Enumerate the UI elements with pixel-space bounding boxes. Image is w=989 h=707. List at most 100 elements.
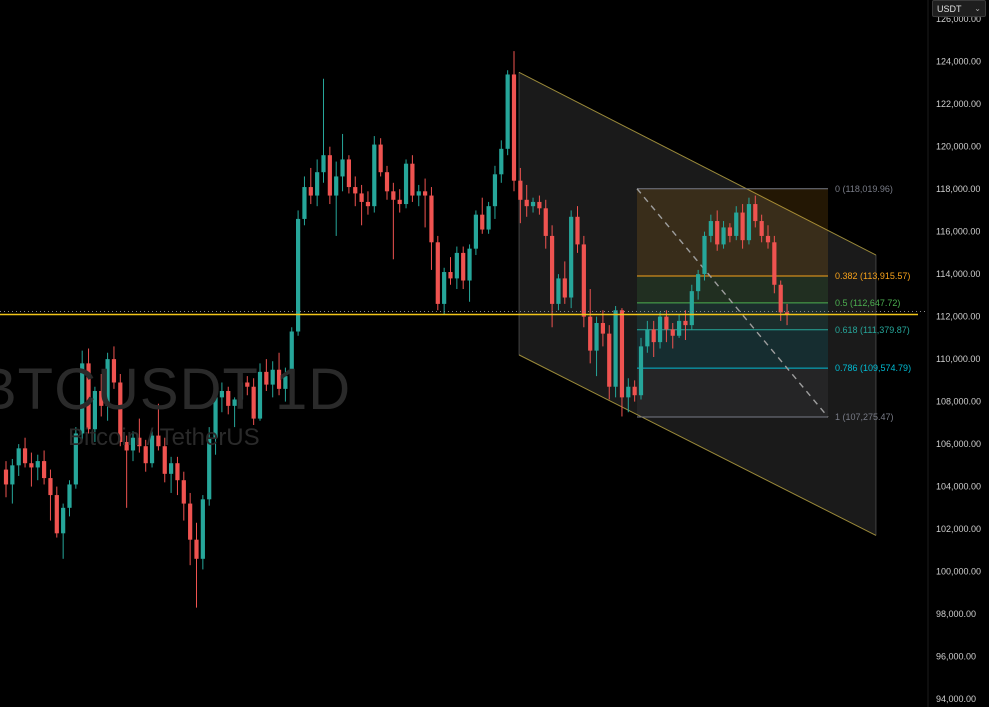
candle bbox=[111, 346, 117, 389]
candle-body bbox=[67, 484, 72, 508]
candle-body bbox=[264, 371, 269, 385]
candle bbox=[727, 223, 732, 243]
candle bbox=[677, 314, 682, 338]
candle-body bbox=[626, 386, 631, 398]
candle bbox=[181, 471, 186, 521]
candle bbox=[80, 350, 85, 440]
candle bbox=[645, 320, 650, 353]
candle-body bbox=[550, 235, 555, 304]
candle bbox=[289, 327, 294, 383]
candle-body bbox=[645, 329, 650, 347]
candle bbox=[29, 452, 34, 487]
candle bbox=[226, 386, 231, 415]
candle-body bbox=[670, 329, 675, 336]
candle bbox=[473, 210, 478, 256]
candle-body bbox=[334, 176, 339, 196]
candle-body bbox=[715, 221, 720, 245]
candle bbox=[632, 380, 637, 402]
candle bbox=[511, 51, 517, 192]
candle bbox=[264, 359, 269, 391]
price-tick-label: 118,000.00 bbox=[936, 184, 980, 194]
currency-select-value: USDT bbox=[937, 3, 962, 14]
parallel-channel-drawing[interactable] bbox=[518, 71, 877, 536]
candle-body bbox=[575, 216, 580, 245]
candle-body bbox=[302, 187, 307, 219]
candle-body bbox=[92, 390, 97, 430]
candle bbox=[35, 454, 40, 481]
candle bbox=[575, 206, 580, 253]
candle bbox=[594, 316, 599, 377]
candle bbox=[397, 189, 402, 213]
candle-body bbox=[416, 191, 421, 196]
candle-body bbox=[143, 446, 148, 464]
candle bbox=[283, 367, 288, 402]
candle-body bbox=[251, 386, 256, 419]
candles-series bbox=[3, 51, 790, 608]
currency-select[interactable]: USDT ⌄ bbox=[932, 0, 986, 17]
candle-body bbox=[588, 316, 593, 351]
candle-body bbox=[232, 399, 237, 406]
candle-body bbox=[124, 441, 129, 451]
candle bbox=[213, 388, 218, 455]
candle-body bbox=[86, 363, 91, 430]
candle-body bbox=[156, 435, 161, 447]
candle-body bbox=[359, 193, 364, 202]
candle-body bbox=[537, 201, 542, 209]
candle-body bbox=[194, 539, 199, 559]
candle-body bbox=[162, 446, 167, 474]
candle-body bbox=[696, 274, 701, 292]
candle bbox=[340, 133, 345, 192]
candle bbox=[137, 418, 142, 453]
candle bbox=[702, 231, 707, 281]
candle bbox=[48, 469, 53, 521]
fibonacci-retracement-drawing[interactable]: 0 (118,019.96) 0.382 (113,915.57) 0.5 (112… bbox=[636, 184, 911, 422]
candle-body bbox=[118, 382, 123, 442]
candle bbox=[651, 320, 656, 357]
candle bbox=[143, 439, 148, 472]
candle bbox=[207, 427, 212, 506]
candle-body bbox=[384, 172, 390, 192]
candle-body bbox=[346, 159, 351, 188]
candle bbox=[42, 450, 47, 485]
candle-body bbox=[429, 195, 434, 243]
candle bbox=[550, 225, 555, 328]
candle-body bbox=[569, 216, 574, 298]
candle-body bbox=[200, 499, 205, 559]
fib-level-label: 0.382 (113,915.57) bbox=[835, 271, 910, 281]
candle bbox=[689, 284, 694, 330]
candle bbox=[365, 191, 371, 215]
candle bbox=[16, 444, 21, 476]
chevron-down-icon: ⌄ bbox=[974, 4, 981, 13]
candle-body bbox=[353, 187, 358, 194]
candle-body bbox=[80, 363, 85, 434]
candle bbox=[562, 261, 567, 304]
candle bbox=[149, 431, 155, 468]
candle bbox=[556, 274, 561, 311]
candle-body bbox=[181, 480, 186, 504]
candle-body bbox=[746, 204, 752, 241]
fib-zone bbox=[637, 329, 828, 369]
candle-body bbox=[759, 221, 764, 236]
candle-body bbox=[111, 359, 117, 383]
candle bbox=[384, 165, 390, 200]
candle bbox=[130, 431, 136, 462]
candle bbox=[442, 267, 447, 315]
candle bbox=[657, 312, 663, 349]
price-axis[interactable]: 94,000.00 96,000.00 98,000.00 100,000.00 102… bbox=[927, 0, 981, 707]
candle bbox=[429, 187, 434, 270]
candle-body bbox=[137, 437, 142, 447]
candle bbox=[499, 140, 504, 183]
candle-body bbox=[188, 503, 193, 540]
candle-body bbox=[677, 320, 682, 336]
candle-body bbox=[765, 235, 771, 243]
candle-body bbox=[772, 242, 777, 285]
candle-body bbox=[403, 163, 409, 205]
candle bbox=[619, 308, 625, 417]
candle bbox=[721, 221, 726, 249]
fib-level-label: 1 (107,275.47) bbox=[835, 412, 894, 422]
candle-body bbox=[632, 386, 637, 396]
candle-body bbox=[473, 214, 478, 249]
candle-body bbox=[321, 155, 326, 173]
